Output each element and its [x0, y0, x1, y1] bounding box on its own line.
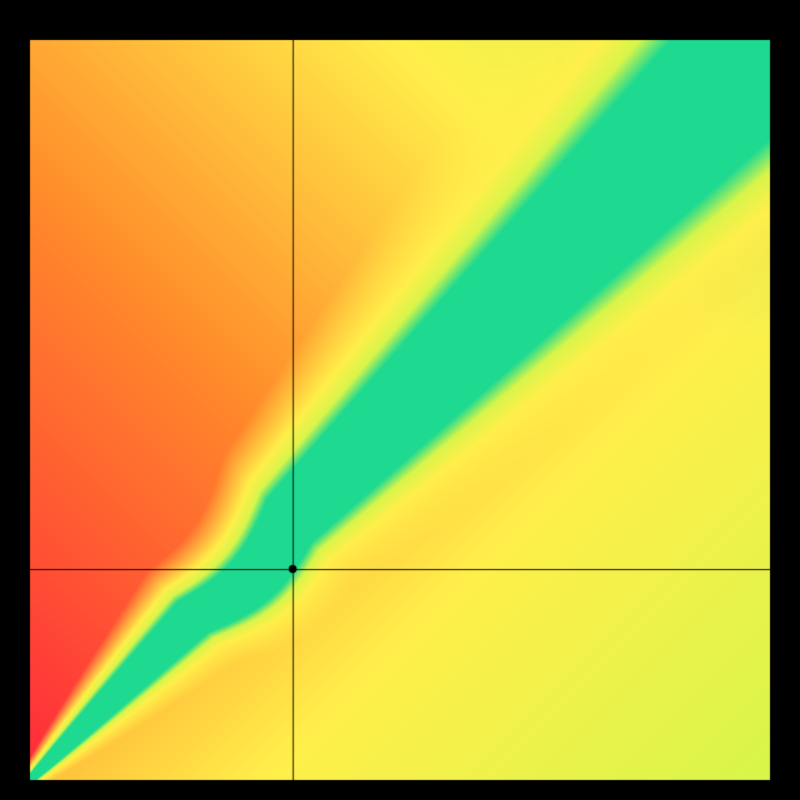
chart-container: TheBottleneck.com: [0, 0, 800, 800]
bottleneck-heatmap: [0, 0, 800, 800]
